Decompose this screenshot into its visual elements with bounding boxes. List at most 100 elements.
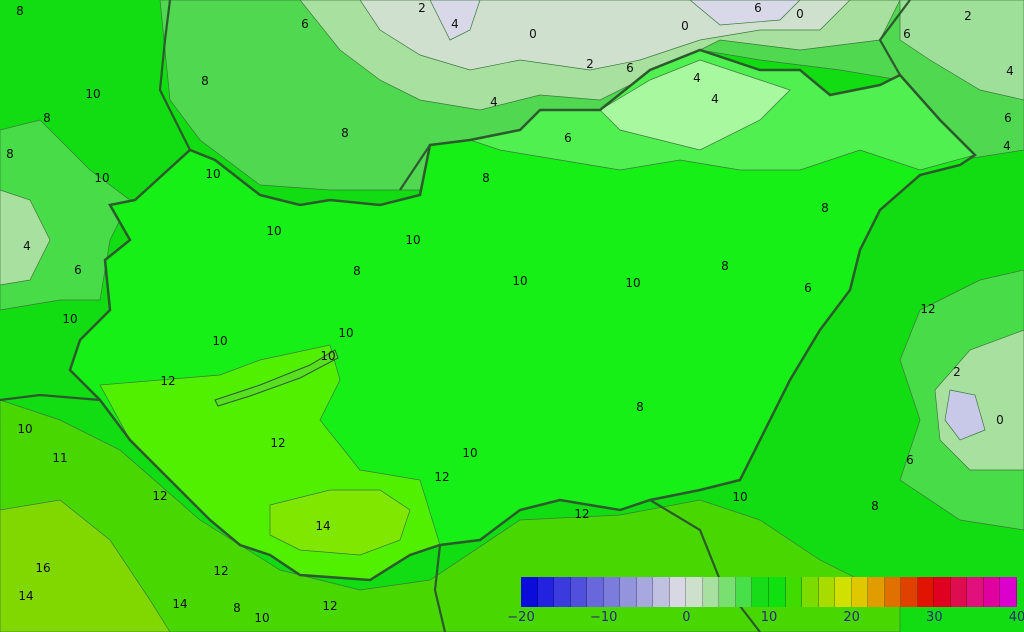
contour-label: 14 [18, 589, 33, 603]
hungary-fields [70, 49, 976, 581]
contour-label: 0 [996, 413, 1004, 427]
color-scale-swatch [719, 577, 736, 607]
contour-label: 10 [338, 326, 353, 340]
contour-label: 6 [804, 281, 812, 295]
field-sub-zero [429, 0, 801, 41]
contour-label: 4 [693, 71, 701, 85]
contour-label: 6 [754, 1, 762, 15]
contour-label: 8 [636, 400, 644, 414]
contour-label: 12 [160, 374, 175, 388]
field-northeast-hungary-cold [599, 59, 791, 151]
color-scale-swatch [901, 577, 918, 607]
contour-label: 4 [711, 92, 719, 106]
contour-label: 8 [482, 171, 490, 185]
color-scale-swatch [587, 577, 604, 607]
color-scale-swatch [934, 577, 951, 607]
contour-label: 6 [74, 263, 82, 277]
contour-label: 11 [52, 451, 67, 465]
color-scale-swatch [702, 577, 720, 607]
color-scale-tick-label: 40 [1008, 610, 1024, 625]
color-scale-swatch [1000, 577, 1017, 607]
color-scale-tick-label: −10 [589, 610, 618, 625]
field-southwest-warmer [0, 499, 171, 632]
contour-label: 12 [920, 302, 935, 316]
color-scale-swatch [802, 577, 819, 607]
color-scale-tick-label: −20 [507, 610, 535, 625]
contour-label: 8 [353, 264, 361, 278]
contour-label: 4 [1006, 64, 1014, 78]
contour-label: 6 [564, 131, 572, 145]
contour-label: 14 [172, 597, 187, 611]
color-scale-swatch [521, 577, 538, 607]
color-scale-swatch [653, 577, 670, 607]
contour-label: 8 [43, 111, 51, 125]
field-northeast-cool [899, 0, 1024, 101]
contour-label: 6 [301, 17, 309, 31]
color-scale-swatch [669, 577, 687, 607]
contour-label: 0 [681, 19, 689, 33]
contour-label: 10 [405, 233, 420, 247]
color-scale-tick-label: 20 [843, 610, 860, 625]
contour-label: 4 [23, 239, 31, 253]
color-scale-swatch [884, 577, 902, 607]
contour-label: 14 [315, 519, 330, 533]
contour-label: 8 [341, 126, 349, 140]
color-scale-swatch [851, 577, 869, 607]
contour-label: 8 [6, 147, 14, 161]
color-scale-tick-label: 30 [926, 610, 943, 625]
color-scale-swatch [983, 577, 1001, 607]
contour-label: 12 [270, 436, 285, 450]
lake-balaton [214, 349, 339, 407]
contour-label: 2 [586, 57, 594, 71]
color-scale-swatch [752, 577, 769, 607]
contour-label: 10 [212, 334, 227, 348]
contour-label: 10 [266, 224, 281, 238]
color-scale-swatch [686, 577, 703, 607]
color-scale-swatch [917, 577, 935, 607]
contour-label: 8 [821, 201, 829, 215]
contour-label: 8 [16, 4, 24, 18]
color-scale-tick-label: 10 [760, 610, 778, 625]
field-south-warm [0, 399, 901, 632]
contour-label: 10 [320, 349, 335, 363]
color-scale-swatch [603, 577, 621, 607]
contour-label: 16 [35, 561, 50, 575]
color-scale-swatch [768, 577, 786, 607]
field-west-cold [0, 189, 51, 286]
contour-label: 12 [152, 489, 167, 503]
contour-label: 6 [626, 61, 634, 75]
color-scale-swatch [636, 577, 654, 607]
color-scale-swatch [950, 577, 968, 607]
contour-label: 2 [964, 9, 972, 23]
field-southwest-hungary-warmer [269, 489, 411, 556]
color-scale-swatch [554, 577, 571, 607]
contour-label: 4 [451, 17, 459, 31]
contour-label: 10 [254, 611, 269, 625]
contour-label: 12 [322, 599, 337, 613]
contour-label: 8 [721, 259, 729, 273]
contour-label: 10 [17, 422, 32, 436]
color-scale-swatch [868, 577, 885, 607]
contour-label: 10 [94, 171, 109, 185]
color-scale-swatch [835, 577, 852, 607]
contour-label: 12 [213, 564, 228, 578]
color-scale-swatch [620, 577, 637, 607]
contour-label: 2 [418, 1, 426, 15]
color-scale-swatch [967, 577, 984, 607]
color-scale-tick-label: 0 [682, 610, 691, 625]
contour-label: 10 [62, 312, 77, 326]
contour-label: 4 [1003, 139, 1011, 153]
contour-label: 10 [85, 87, 100, 101]
field-east-freezing [944, 389, 986, 441]
color-scale-swatch [537, 577, 555, 607]
contour-label: 8 [233, 601, 241, 615]
color-scale-legend: −20 −10 0 10 20 30 40 [507, 577, 1024, 629]
contour-label: 6 [1004, 111, 1012, 125]
contour-label: 0 [529, 27, 537, 41]
contour-label: 10 [512, 274, 527, 288]
color-scale-swatch [735, 577, 753, 607]
contour-label: 8 [201, 74, 209, 88]
contour-label: 6 [903, 27, 911, 41]
